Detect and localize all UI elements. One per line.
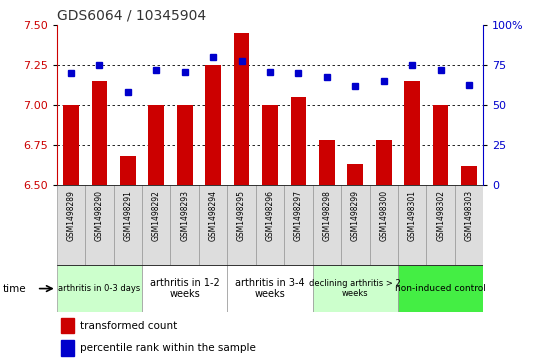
Text: arthritis in 1-2
weeks: arthritis in 1-2 weeks (150, 278, 220, 299)
Bar (313, 265, 398, 312)
Bar (461, 166, 477, 185)
Bar (92, 81, 107, 185)
Bar (376, 140, 392, 185)
Bar (398, 185, 427, 265)
Bar (256, 185, 284, 265)
Text: transformed count: transformed count (80, 321, 178, 331)
Bar (142, 185, 171, 265)
Bar (61, 340, 74, 356)
Bar (234, 33, 249, 185)
Text: arthritis in 3-4
weeks: arthritis in 3-4 weeks (235, 278, 305, 299)
Bar (319, 140, 335, 185)
Bar (113, 185, 142, 265)
Text: GSM1498296: GSM1498296 (266, 190, 274, 241)
Bar (120, 156, 136, 185)
Bar (262, 105, 278, 185)
Bar (57, 265, 142, 312)
Bar (177, 105, 192, 185)
Text: GSM1498297: GSM1498297 (294, 190, 303, 241)
Text: non-induced control: non-induced control (395, 284, 486, 293)
Text: GSM1498290: GSM1498290 (95, 190, 104, 241)
Bar (142, 265, 227, 312)
Bar (227, 185, 256, 265)
Bar (205, 65, 221, 185)
Bar (348, 164, 363, 185)
Text: GSM1498299: GSM1498299 (351, 190, 360, 241)
Bar (61, 318, 74, 333)
Bar (57, 185, 85, 265)
Text: GSM1498293: GSM1498293 (180, 190, 189, 241)
Text: GDS6064 / 10345904: GDS6064 / 10345904 (57, 9, 206, 23)
Bar (427, 185, 455, 265)
Bar (199, 185, 227, 265)
Bar (398, 265, 483, 312)
Bar (171, 185, 199, 265)
Bar (85, 185, 113, 265)
Text: declining arthritis > 2
weeks: declining arthritis > 2 weeks (309, 279, 401, 298)
Bar (148, 105, 164, 185)
Bar (227, 265, 313, 312)
Bar (369, 185, 398, 265)
Text: GSM1498300: GSM1498300 (379, 190, 388, 241)
Bar (291, 97, 306, 185)
Text: GSM1498289: GSM1498289 (66, 190, 76, 241)
Bar (433, 105, 448, 185)
Text: GSM1498294: GSM1498294 (208, 190, 218, 241)
Text: time: time (3, 284, 26, 294)
Text: GSM1498301: GSM1498301 (408, 190, 417, 241)
Text: GSM1498295: GSM1498295 (237, 190, 246, 241)
Bar (404, 81, 420, 185)
Bar (341, 185, 369, 265)
Text: percentile rank within the sample: percentile rank within the sample (80, 343, 256, 353)
Text: arthritis in 0-3 days: arthritis in 0-3 days (58, 284, 140, 293)
Bar (284, 185, 313, 265)
Text: GSM1498292: GSM1498292 (152, 190, 161, 241)
Text: GSM1498303: GSM1498303 (464, 190, 474, 241)
Bar (313, 185, 341, 265)
Bar (455, 185, 483, 265)
Text: GSM1498302: GSM1498302 (436, 190, 445, 241)
Text: GSM1498291: GSM1498291 (123, 190, 132, 241)
Bar (63, 105, 79, 185)
Text: GSM1498298: GSM1498298 (322, 190, 332, 241)
